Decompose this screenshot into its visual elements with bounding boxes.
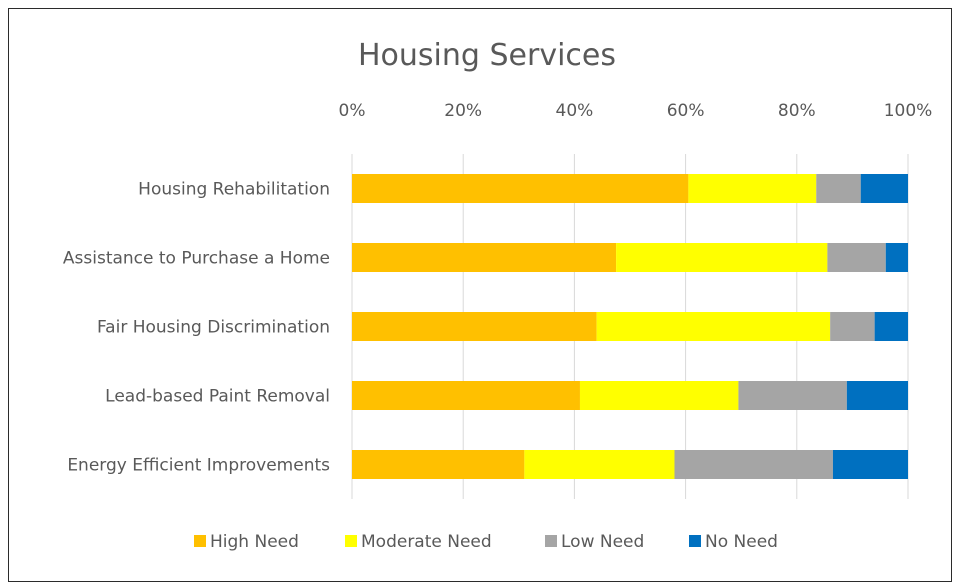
legend-item: Moderate Need [345, 532, 492, 552]
legend-item: High Need [194, 532, 299, 552]
bar-segment [352, 243, 617, 272]
legend-swatch [689, 535, 701, 547]
bar-segment [579, 381, 739, 410]
legend: High Need Moderate Need Low Need No Need [194, 532, 778, 552]
bar-segment [827, 243, 886, 272]
chart-title: Housing Services [358, 38, 616, 73]
chart-frame: Housing Services 0% 20% 40% 60% 80% 100% Hous… [8, 8, 952, 582]
bar-segment [860, 174, 908, 203]
bar-segment [846, 381, 908, 410]
legend-item: No Need [689, 532, 778, 552]
legend-label: No Need [705, 532, 778, 552]
legend-swatch [545, 535, 557, 547]
legend-item: Low Need [545, 532, 644, 552]
legend-label: Low Need [561, 532, 644, 552]
legend-swatch [345, 535, 357, 547]
category-label: Assistance to Purchase a Home [63, 249, 330, 269]
bar-segment [596, 312, 831, 341]
legend-label: Moderate Need [361, 532, 492, 552]
bar-segment [738, 381, 847, 410]
x-tick-label: 20% [444, 101, 482, 121]
bars [352, 174, 908, 479]
bar-segment [352, 174, 689, 203]
bar-segment [816, 174, 861, 203]
bar-segment [352, 312, 597, 341]
bar-segment [616, 243, 828, 272]
bar-segment [352, 450, 525, 479]
category-label: Energy Efficient Improvements [67, 456, 330, 476]
category-labels: Housing Rehabilitation Assistance to Purc… [63, 180, 330, 476]
x-tick-label: 100% [884, 101, 933, 121]
legend-label: High Need [210, 532, 299, 552]
bar-segment [885, 243, 908, 272]
legend-swatch [194, 535, 206, 547]
bar-segment [688, 174, 817, 203]
x-tick-label: 40% [556, 101, 594, 121]
chart-svg: Housing Services 0% 20% 40% 60% 80% 100% Hous… [63, 38, 933, 552]
category-label: Lead-based Paint Removal [105, 387, 330, 407]
bar-segment [874, 312, 908, 341]
bar-segment [674, 450, 833, 479]
x-axis-ticks: 0% 20% 40% 60% 80% 100% [339, 101, 933, 121]
bar-segment [832, 450, 908, 479]
bar-segment [524, 450, 675, 479]
x-tick-label: 80% [778, 101, 816, 121]
x-tick-label: 0% [339, 101, 366, 121]
bar-segment [830, 312, 875, 341]
bar-segment [352, 381, 580, 410]
x-tick-label: 60% [667, 101, 705, 121]
category-label: Fair Housing Discrimination [97, 318, 330, 338]
category-label: Housing Rehabilitation [138, 180, 330, 200]
